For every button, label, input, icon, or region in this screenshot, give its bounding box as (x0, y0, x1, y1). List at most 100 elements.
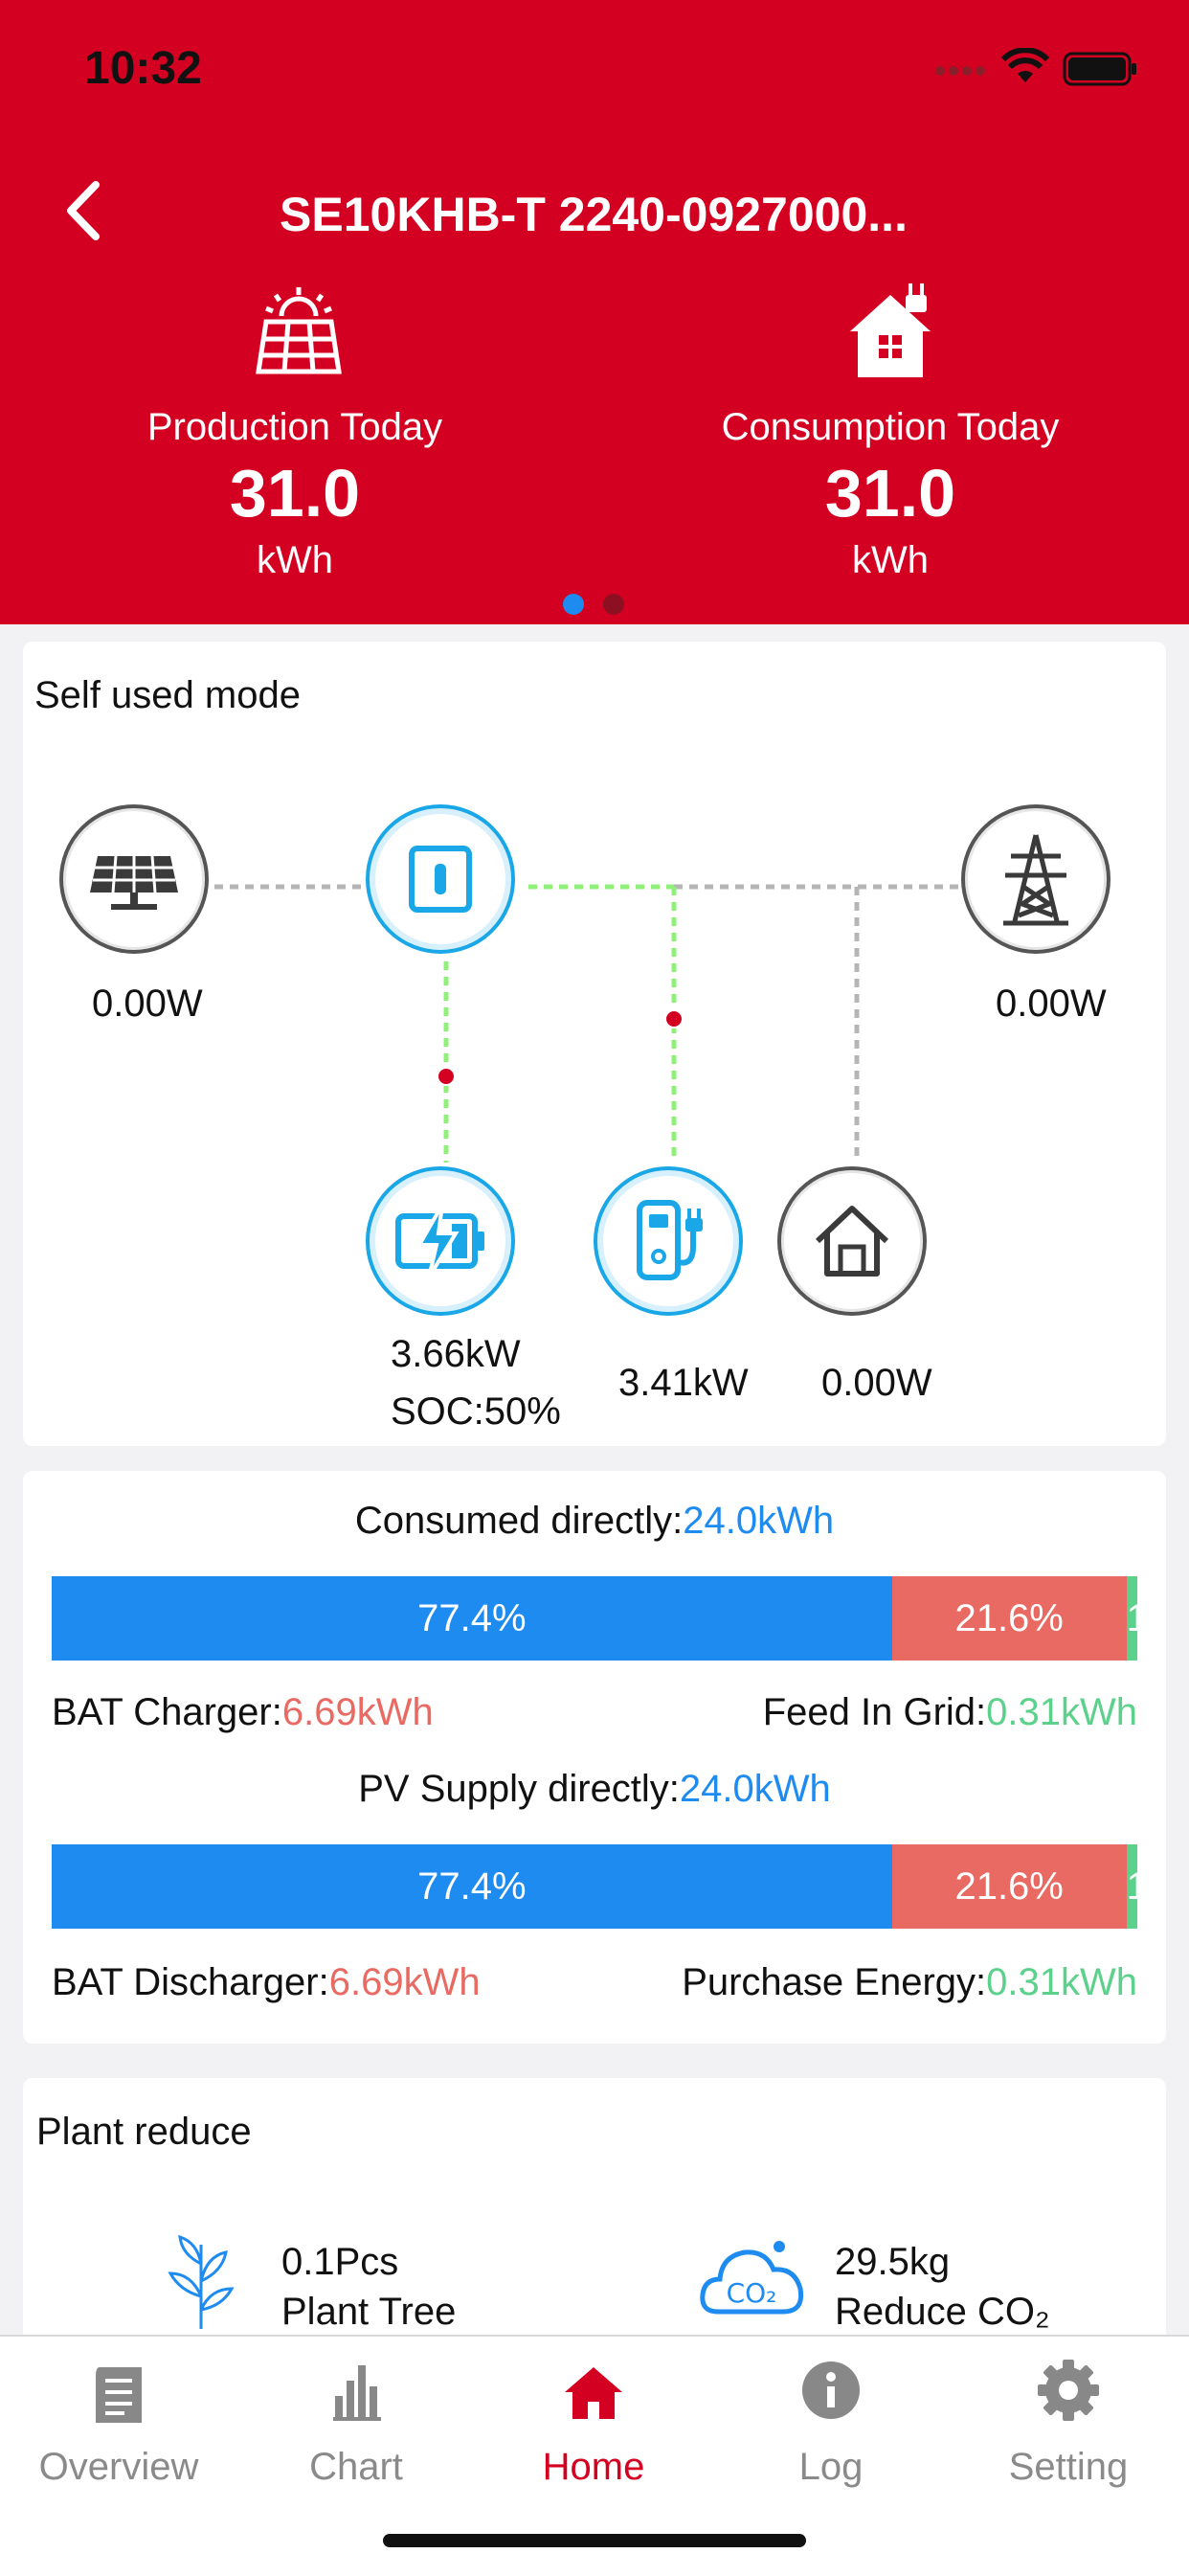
purchase-label: Purchase Energy: (682, 1961, 987, 2003)
pv-node[interactable] (59, 804, 209, 954)
flow-lines (214, 884, 961, 1163)
battery-power: 3.66kW (391, 1333, 521, 1375)
bar-segment-red-label: 21.6% (954, 1865, 1064, 1908)
tab-setting-label: Setting (1008, 2446, 1129, 2488)
flow-dot (437, 1067, 456, 1086)
mode-label: Self used mode (34, 674, 301, 716)
tab-home[interactable]: Home (475, 2337, 712, 2528)
tab-overview[interactable]: Overview (0, 2337, 237, 2528)
bat-charger-value: 6.69kWh (281, 1691, 434, 1733)
battery-node[interactable] (366, 1166, 515, 1316)
bar-chart-icon (333, 2365, 381, 2421)
consumption-bar: 77.4% 21.6% 1 (52, 1576, 1137, 1661)
battery-charging-icon (395, 1204, 484, 1279)
chevron-left-icon (67, 181, 100, 240)
tab-chart-label: Chart (309, 2446, 403, 2488)
home-power: 0.00W (821, 1362, 932, 1404)
consumption-today: Consumption Today 31.0 kWh (603, 406, 1178, 582)
pv-supply-directly: PV Supply directly:24.0kWh (0, 1768, 1189, 1811)
consumption-unit: kWh (852, 539, 929, 581)
status-time: 10:32 (84, 43, 202, 94)
bar-segment-blue-label: 77.4% (417, 1865, 527, 1908)
bar-segment-green-label: 1 (1126, 1865, 1137, 1908)
battery-soc: SOC:50% (391, 1390, 561, 1433)
purchase-energy: Purchase Energy:0.31kWh (682, 1961, 1137, 2004)
bar-segment-blue-label: 77.4% (417, 1597, 527, 1639)
purchase-value: 0.31kWh (986, 1961, 1137, 2003)
gear-icon (1038, 2360, 1099, 2421)
page-dot-active[interactable] (563, 594, 584, 615)
page-dot[interactable] (603, 594, 624, 615)
co2-label: Reduce CO₂ (835, 2291, 1050, 2333)
grid-node[interactable] (961, 804, 1110, 954)
back-button[interactable] (57, 177, 115, 244)
info-icon (802, 2361, 860, 2419)
bar-segment-blue: 77.4% (52, 1844, 892, 1929)
production-label: Production Today (146, 406, 443, 448)
flow-dot (664, 1009, 684, 1028)
page-title: SE10KHB-T 2240-0927000... (280, 188, 908, 241)
ev-charger-icon (637, 1200, 703, 1280)
tab-log-label: Log (798, 2446, 864, 2488)
consumed-directly: Consumed directly:24.0kWh (0, 1500, 1189, 1543)
pv-supply-label: PV Supply directly: (358, 1768, 680, 1810)
home-node[interactable] (777, 1166, 927, 1316)
feed-in-value: 0.31kWh (986, 1691, 1137, 1733)
solar-panel-icon (90, 855, 178, 910)
bar-segment-red: 21.6% (891, 1576, 1127, 1661)
pv-power: 0.00W (92, 983, 203, 1025)
consumed-label: Consumed directly: (354, 1500, 684, 1542)
house-plug-icon (850, 283, 931, 377)
inverter-icon (409, 846, 472, 913)
plant-reduce-title: Plant reduce (36, 2111, 252, 2153)
grid-power: 0.00W (996, 983, 1107, 1025)
bar-segment-blue: 77.4% (52, 1576, 892, 1661)
charger-node[interactable] (594, 1166, 743, 1316)
tab-overview-label: Overview (38, 2446, 199, 2488)
co2-icon-text: CO₂ (727, 2277, 777, 2309)
solar-sun-icon (256, 287, 342, 374)
inverter-node[interactable] (366, 804, 515, 954)
production-today: Production Today 31.0 kWh (8, 406, 582, 582)
consumption-label: Consumption Today (721, 406, 1060, 448)
production-value: 31.0 (229, 456, 361, 531)
tree-icon (168, 2234, 235, 2329)
co2-cloud-icon: CO₂ (700, 2241, 804, 2315)
tree-label: Plant Tree (281, 2291, 457, 2333)
cellular-signal-icon (935, 66, 985, 76)
home-icon (565, 2367, 622, 2419)
feed-in-grid: Feed In Grid:0.31kWh (763, 1691, 1137, 1734)
header: 10:32 SE10KHB-T 2240-0927000... Producti… (0, 0, 1189, 624)
bat-charger: BAT Charger:6.69kWh (52, 1691, 434, 1734)
bar-segment-green: 1 (1126, 1576, 1137, 1661)
bar-segment-green: 1 (1126, 1844, 1137, 1929)
production-unit: kWh (257, 539, 333, 581)
bar-segment-red: 21.6% (891, 1844, 1127, 1929)
house-icon (815, 1206, 889, 1277)
energy-summary-card (23, 1471, 1166, 2044)
wifi-icon (1001, 48, 1049, 82)
document-icon (96, 2367, 142, 2423)
supply-bar: 77.4% 21.6% 1 (52, 1844, 1137, 1929)
feed-in-label: Feed In Grid: (762, 1691, 987, 1733)
bat-discharger-label: BAT Discharger: (52, 1961, 329, 2003)
tab-home-label: Home (542, 2446, 645, 2488)
tree-value: 0.1Pcs (281, 2241, 399, 2283)
battery-status-icon (1063, 52, 1136, 86)
tab-chart[interactable]: Chart (237, 2337, 475, 2528)
energy-flow-card: Self used mode 0.00W (23, 642, 1166, 1446)
bat-charger-label: BAT Charger: (52, 1691, 282, 1733)
charger-power: 3.41kW (618, 1362, 749, 1404)
home-indicator (383, 2534, 806, 2547)
bar-segment-red-label: 21.6% (954, 1597, 1064, 1639)
bat-discharger-value: 6.69kWh (328, 1961, 481, 2003)
consumed-value: 24.0kWh (683, 1500, 835, 1542)
plant-reduce-card: Plant reduce 0.1Pcs Plant Tree CO₂ 29.5k… (23, 2078, 1166, 2365)
tab-setting[interactable]: Setting (950, 2337, 1187, 2528)
power-tower-icon (1003, 834, 1068, 926)
tab-log[interactable]: Log (712, 2337, 950, 2528)
co2-value: 29.5kg (835, 2241, 951, 2283)
bat-discharger: BAT Discharger:6.69kWh (52, 1961, 481, 2004)
pv-supply-value: 24.0kWh (679, 1768, 831, 1810)
consumption-value: 31.0 (824, 456, 956, 531)
